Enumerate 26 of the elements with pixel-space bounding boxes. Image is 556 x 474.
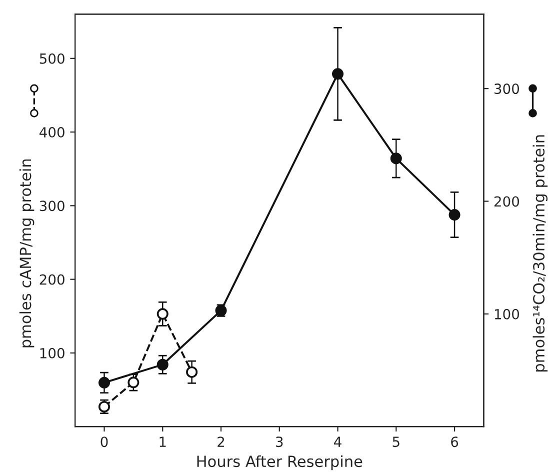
y-tick-label: 300 — [40, 200, 64, 212]
point — [332, 68, 344, 80]
x-tick-label: 3 — [276, 436, 283, 448]
y-axis-title: pmoles cAMP/mg protein — [19, 159, 34, 348]
x-axis-title: Hours After Reserpine — [197, 455, 362, 470]
point — [448, 209, 460, 221]
point — [186, 366, 198, 378]
y2-tick-label: 200 — [494, 196, 520, 207]
x-tick-label: 6 — [451, 436, 458, 448]
point — [390, 152, 402, 164]
point — [156, 308, 168, 320]
point — [156, 358, 168, 370]
x-tick-label: 5 — [392, 436, 400, 448]
y-tick-label: 400 — [40, 127, 64, 138]
x-tick-label: 2 — [218, 436, 224, 447]
y-tick-label: 100 — [40, 348, 64, 358]
y2-tick-label: 100 — [494, 308, 520, 320]
x-tick-label: 1 — [160, 436, 166, 447]
point — [98, 376, 110, 388]
y2-tick-label: 300 — [494, 84, 520, 94]
x-tick-label: 0 — [100, 436, 108, 448]
y-tick-label: 500 — [40, 53, 64, 64]
y2-axis-title: pmoles¹⁴CO₂/30min/mg protein — [532, 135, 548, 372]
x-tick-label: 4 — [334, 436, 342, 447]
point — [128, 376, 140, 388]
y-tick-label: 200 — [40, 274, 64, 285]
